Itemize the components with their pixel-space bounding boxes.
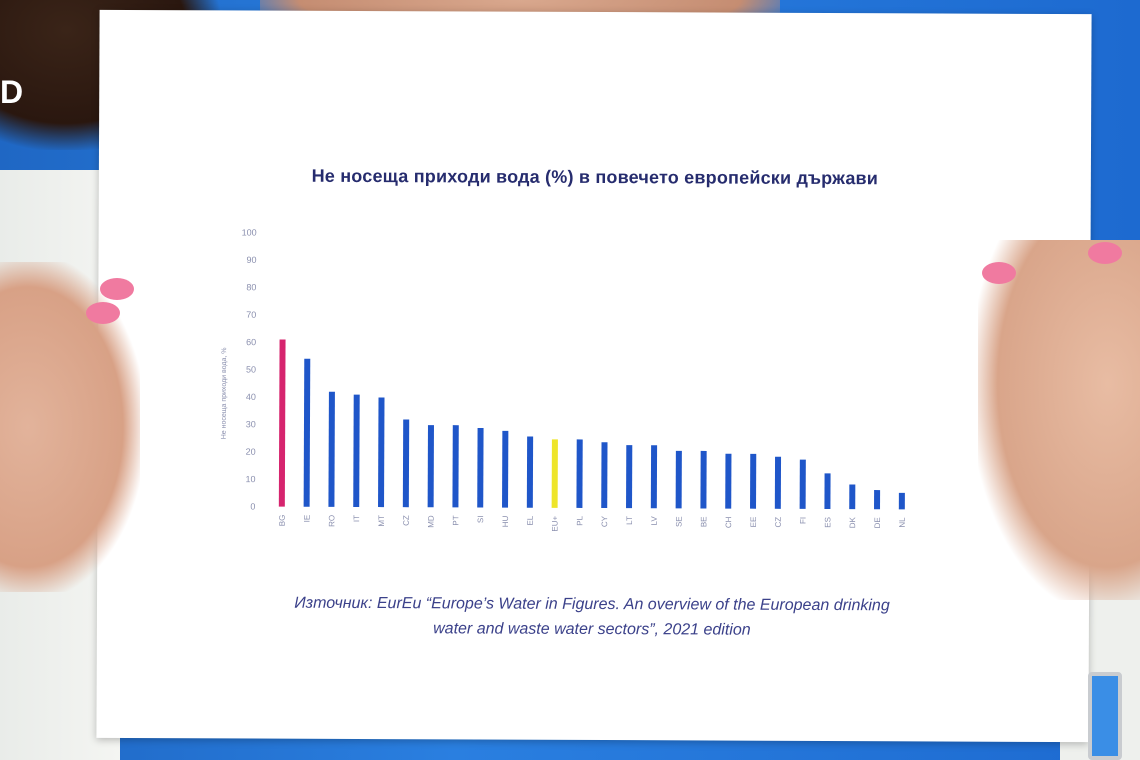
- y-tick-label: 10: [246, 474, 256, 484]
- x-tick-label: CH: [724, 516, 733, 528]
- x-tick-label: MD: [427, 515, 436, 528]
- wristwatch: [1088, 672, 1122, 760]
- bar-se: [675, 450, 682, 509]
- x-tick-label: EE: [749, 517, 758, 528]
- y-tick-label: 50: [246, 364, 256, 374]
- x-tick-label: BG: [278, 515, 287, 527]
- bar-dk: [849, 484, 856, 510]
- bar-si: [477, 428, 484, 508]
- fingernail: [100, 278, 134, 300]
- x-tick-label: FI: [799, 517, 808, 524]
- x-tick-label: HU: [501, 515, 510, 527]
- y-tick-label: 20: [246, 447, 256, 457]
- x-tick-label: NL: [898, 517, 907, 528]
- y-tick-label: 80: [246, 282, 256, 292]
- bar-pt: [452, 425, 459, 508]
- x-tick-label: CY: [600, 515, 609, 527]
- y-tick-label: 30: [246, 419, 256, 429]
- bar-it: [353, 394, 360, 507]
- x-tick-label: CZ: [774, 517, 783, 528]
- source-note: Източник: EurEu “Europe’s Water in Figur…: [187, 590, 997, 644]
- x-tick-label: RO: [327, 515, 336, 527]
- bar-lv: [650, 445, 658, 509]
- printed-chart-sheet: Не носеща приходи вода (%) в повечето ев…: [96, 9, 1092, 743]
- source-line-1: Източник: EurEu “Europe’s Water in Figur…: [294, 594, 890, 615]
- bar-bg: [278, 339, 286, 507]
- x-tick-label: LT: [625, 516, 634, 525]
- bar-lt: [626, 445, 633, 509]
- chart-title: Не носеща приходи вода (%) в повечето ев…: [311, 165, 879, 189]
- bar-euplus: [551, 439, 558, 508]
- fingernail: [86, 302, 120, 324]
- bar-ro: [328, 391, 335, 507]
- y-tick-label: 0: [250, 502, 255, 512]
- x-tick-label: DK: [848, 516, 857, 528]
- y-axis-label: Не носеща приходи вода, %: [221, 347, 228, 439]
- fingernail: [1088, 242, 1122, 264]
- y-tick-label: 100: [242, 227, 257, 237]
- bar-fi: [799, 459, 806, 509]
- y-tick-label: 60: [246, 337, 256, 347]
- y-tick-label: 90: [246, 255, 256, 265]
- left-hand: [0, 262, 140, 592]
- bar-de: [874, 490, 881, 510]
- bar-md: [427, 425, 434, 508]
- bar-nl: [898, 492, 905, 510]
- x-tick-label: IT: [352, 515, 361, 522]
- bar-chart: Не носеща приходи вода, % 0 10 20 30 40 50 60 7…: [221, 227, 907, 532]
- y-axis-ticks: 0 10 20 30 40 50 60 70 80 90 100: [242, 227, 257, 512]
- bar-pl: [576, 439, 583, 508]
- x-tick-label: MT: [377, 515, 386, 527]
- bars-group: [278, 339, 905, 510]
- bar-el: [526, 436, 534, 508]
- bar-es: [824, 473, 831, 510]
- channel-logo: D: [0, 74, 24, 110]
- x-tick-label: IE: [303, 515, 312, 523]
- bar-cy: [601, 442, 608, 509]
- x-tick-label: SI: [476, 515, 485, 523]
- x-tick-label: BE: [699, 516, 708, 527]
- x-tick-label: PL: [575, 515, 584, 525]
- x-tick-label: EU+: [551, 515, 560, 531]
- right-hand: [978, 240, 1140, 600]
- x-tick-label: ES: [823, 517, 832, 528]
- bar-ee: [750, 453, 757, 509]
- x-tick-label: LV: [650, 516, 659, 526]
- x-tick-label: DE: [873, 517, 882, 528]
- bar-hu: [502, 430, 509, 508]
- x-tick-label: PT: [451, 515, 460, 525]
- bar-mt: [378, 397, 385, 508]
- y-tick-label: 40: [246, 392, 256, 402]
- bar-cz: [774, 456, 782, 509]
- x-tick-label: EL: [526, 515, 535, 525]
- source-line-2: water and waste water sectors”, 2021 edi…: [433, 620, 751, 639]
- x-axis-ticks: BG IE RO IT MT CZ MD PT SI HU EL EU+ PL CY LT LV SE BE CH E…: [278, 515, 907, 532]
- bar-be: [700, 450, 707, 509]
- bar-ch: [725, 453, 732, 509]
- x-tick-label: CZ: [402, 515, 411, 526]
- bar-ie: [303, 358, 311, 507]
- y-tick-label: 70: [246, 310, 256, 320]
- fingernail: [982, 262, 1016, 284]
- x-tick-label: SE: [675, 516, 684, 527]
- bar-cz: [402, 419, 410, 508]
